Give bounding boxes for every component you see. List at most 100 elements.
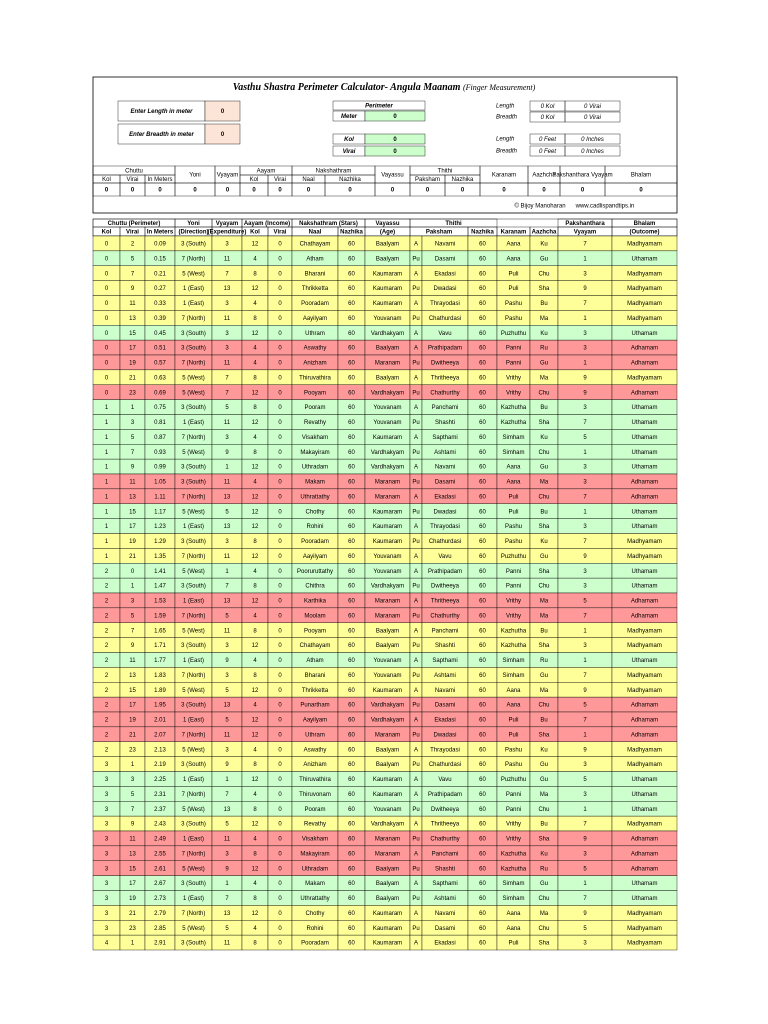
table-cell: 12 <box>252 509 259 515</box>
table-cell: 7 (North) <box>182 911 206 917</box>
table-cell: 2 <box>105 628 109 634</box>
table-cell: 9 <box>131 643 135 649</box>
table-cell: 0.21 <box>154 271 166 277</box>
table-cell: 1 (East) <box>183 777 204 783</box>
table-cell: A <box>414 911 418 917</box>
table-cell: 60 <box>479 762 486 768</box>
table-cell: 0 <box>278 465 282 471</box>
table-cell: Ashtami <box>434 673 456 679</box>
table-cell: 0.93 <box>154 450 166 456</box>
table-cell: 7 <box>225 271 229 277</box>
table-cell: Kaumaram <box>373 911 402 917</box>
table-cell: Panni <box>506 584 521 590</box>
table-cell: Maranam <box>375 837 400 843</box>
table-cell: 13 <box>129 316 136 322</box>
dimension-value: 0 Inches <box>581 137 604 143</box>
table-cell: 3 <box>583 584 587 590</box>
table-cell: 60 <box>479 732 486 738</box>
table-cell: 60 <box>348 881 355 887</box>
table-cell: 12 <box>252 420 259 426</box>
table-cell: 0 <box>278 494 282 500</box>
dimension-value: 0 Virai <box>584 104 602 110</box>
table-cell: 1 <box>225 569 229 575</box>
table-cell: A <box>414 271 418 277</box>
table-cell: 60 <box>348 316 355 322</box>
table-cell: 5 (West) <box>182 390 205 396</box>
table-cell: Aayilyam <box>303 718 327 724</box>
table-cell: 17 <box>129 881 136 887</box>
table-cell: 2 <box>105 613 109 619</box>
table-cell: 1 (East) <box>183 301 204 307</box>
table-cell: 5 <box>131 435 135 441</box>
table-cell: Panni <box>506 569 521 575</box>
input-value: 0 <box>221 132 225 138</box>
dimension-label: Breadth <box>496 149 518 155</box>
table-cell: 7 <box>583 822 587 828</box>
table-cell: 60 <box>479 673 486 679</box>
table-cell: 11 <box>224 941 231 947</box>
table-cell: Moolam <box>304 613 325 619</box>
summary-header: Kol <box>102 177 111 183</box>
table-cell: Aswathy <box>304 346 327 352</box>
table-cell: 4 <box>253 361 257 367</box>
table-cell: Chu <box>538 390 549 396</box>
table-cell: A <box>414 554 418 560</box>
table-cell: A <box>414 346 418 352</box>
table-cell: 12 <box>252 643 259 649</box>
table-cell: 60 <box>479 718 486 724</box>
table-cell: Pashu <box>505 301 522 307</box>
table-cell: Youvanam <box>373 807 401 813</box>
table-cell: 2.43 <box>154 822 166 828</box>
table-cell: A <box>414 301 418 307</box>
table-cell: Bu <box>540 718 547 724</box>
table-cell: A <box>414 569 418 575</box>
table-cell: 3 <box>105 851 109 857</box>
table-cell: 0 <box>278 599 282 605</box>
table-cell: Simham <box>502 658 524 664</box>
table-cell: 60 <box>479 554 486 560</box>
table-cell: 11 <box>224 361 231 367</box>
table-cell: Aana <box>506 256 521 262</box>
table-cell: 0 <box>278 837 282 843</box>
table-cell: 1 <box>583 256 587 262</box>
table-cell: 11 <box>224 837 231 843</box>
table-cell: 60 <box>348 807 355 813</box>
table-cell: 60 <box>479 896 486 902</box>
table-cell: 13 <box>224 286 231 292</box>
table-cell: A <box>414 822 418 828</box>
table-cell: 60 <box>348 271 355 277</box>
table-cell: Pu <box>412 837 419 843</box>
table-cell: 5 <box>131 792 135 798</box>
table-cell: 7 <box>131 628 135 634</box>
table-cell: 7 <box>131 807 135 813</box>
table-cell: 3 <box>105 881 109 887</box>
table-cell: 1.05 <box>154 480 166 486</box>
table-cell: 1 (East) <box>183 718 204 724</box>
table-cell: 1.53 <box>154 599 166 605</box>
table-cell: 4 <box>253 926 257 932</box>
table-cell: Bu <box>540 822 547 828</box>
summary-header: Aayam <box>257 169 276 175</box>
table-cell: Madhyamam <box>627 747 662 753</box>
table-subheader: (Outcome) <box>630 230 660 236</box>
table-cell: 2.85 <box>154 926 166 932</box>
dimension-value-cell <box>564 145 621 157</box>
table-cell: Sapthami <box>432 881 457 887</box>
table-cell: 3 <box>105 896 109 902</box>
table-cell: 60 <box>348 390 355 396</box>
table-cell: Simham <box>502 450 524 456</box>
table-cell: 0 <box>105 346 109 352</box>
table-cell: 60 <box>348 256 355 262</box>
table-cell: 1 <box>583 881 587 887</box>
table-cell: 12 <box>252 465 259 471</box>
table-cell: 60 <box>479 331 486 337</box>
table-cell: 60 <box>479 420 486 426</box>
table-cell: Bharani <box>305 673 326 679</box>
table-cell: 3 <box>225 435 229 441</box>
table-subheader: Paksham <box>426 230 452 236</box>
table-cell: 8 <box>253 271 257 277</box>
table-cell: Kazhutha <box>501 420 527 426</box>
table-cell: 21 <box>129 911 136 917</box>
table-cell: 12 <box>252 732 259 738</box>
table-cell: 60 <box>348 658 355 664</box>
